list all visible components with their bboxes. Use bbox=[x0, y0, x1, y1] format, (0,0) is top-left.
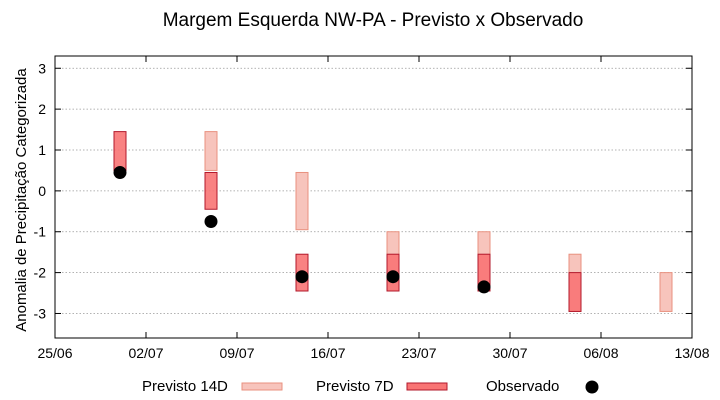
previsto-14d-box bbox=[295, 171, 309, 231]
legend-label: Observado bbox=[486, 378, 559, 395]
observado-point bbox=[295, 270, 309, 284]
y-tick-label: 3 bbox=[38, 60, 46, 76]
observado-point bbox=[386, 270, 400, 284]
y-tick-label: -3 bbox=[34, 305, 47, 321]
observado-point bbox=[113, 165, 127, 179]
x-tick-label: 30/07 bbox=[492, 345, 527, 361]
x-tick-label: 06/08 bbox=[583, 345, 618, 361]
x-tick-label: 02/07 bbox=[128, 345, 163, 361]
previsto-7d-box bbox=[204, 171, 218, 210]
legend-swatch-14d bbox=[241, 382, 283, 391]
previsto-7d-box bbox=[568, 272, 582, 312]
legend-swatch-7d bbox=[406, 382, 448, 391]
legend-swatch-dot bbox=[585, 380, 599, 394]
previsto-7d-box bbox=[113, 131, 127, 171]
y-tick-label: 0 bbox=[38, 183, 46, 199]
x-tick-label: 23/07 bbox=[401, 345, 436, 361]
x-tick-label: 13/08 bbox=[674, 345, 709, 361]
plot-area-frame bbox=[54, 55, 693, 339]
legend-label: Previsto 14D bbox=[142, 378, 228, 395]
x-tick-label: 09/07 bbox=[219, 345, 254, 361]
axis-ticks: 3 2 1 0 -1 -2 -3 25/06 02/07 09/07 16/07 23/07 30/07… bbox=[34, 56, 710, 361]
legend-label: Previsto 7D bbox=[316, 378, 394, 395]
chart-title: Margem Esquerda NW-PA - Previsto x Obser… bbox=[163, 10, 584, 31]
previsto-14d-box bbox=[659, 272, 673, 312]
y-axis-label: Anomalia de Precipitação Categorizada bbox=[13, 68, 30, 332]
observado-point bbox=[204, 215, 218, 229]
x-tick-label: 25/06 bbox=[37, 345, 72, 361]
grid-lines bbox=[55, 67, 692, 314]
previsto-14d-box bbox=[204, 131, 218, 171]
observado-point bbox=[477, 280, 491, 294]
plot-marks bbox=[113, 131, 673, 312]
legend: Previsto 14D Previsto 7D Observado bbox=[142, 378, 599, 395]
x-tick-label: 16/07 bbox=[310, 345, 345, 361]
y-tick-label: 1 bbox=[38, 142, 46, 158]
y-tick-label: -2 bbox=[34, 265, 47, 281]
y-tick-label: -1 bbox=[34, 224, 47, 240]
y-tick-label: 2 bbox=[38, 101, 46, 117]
